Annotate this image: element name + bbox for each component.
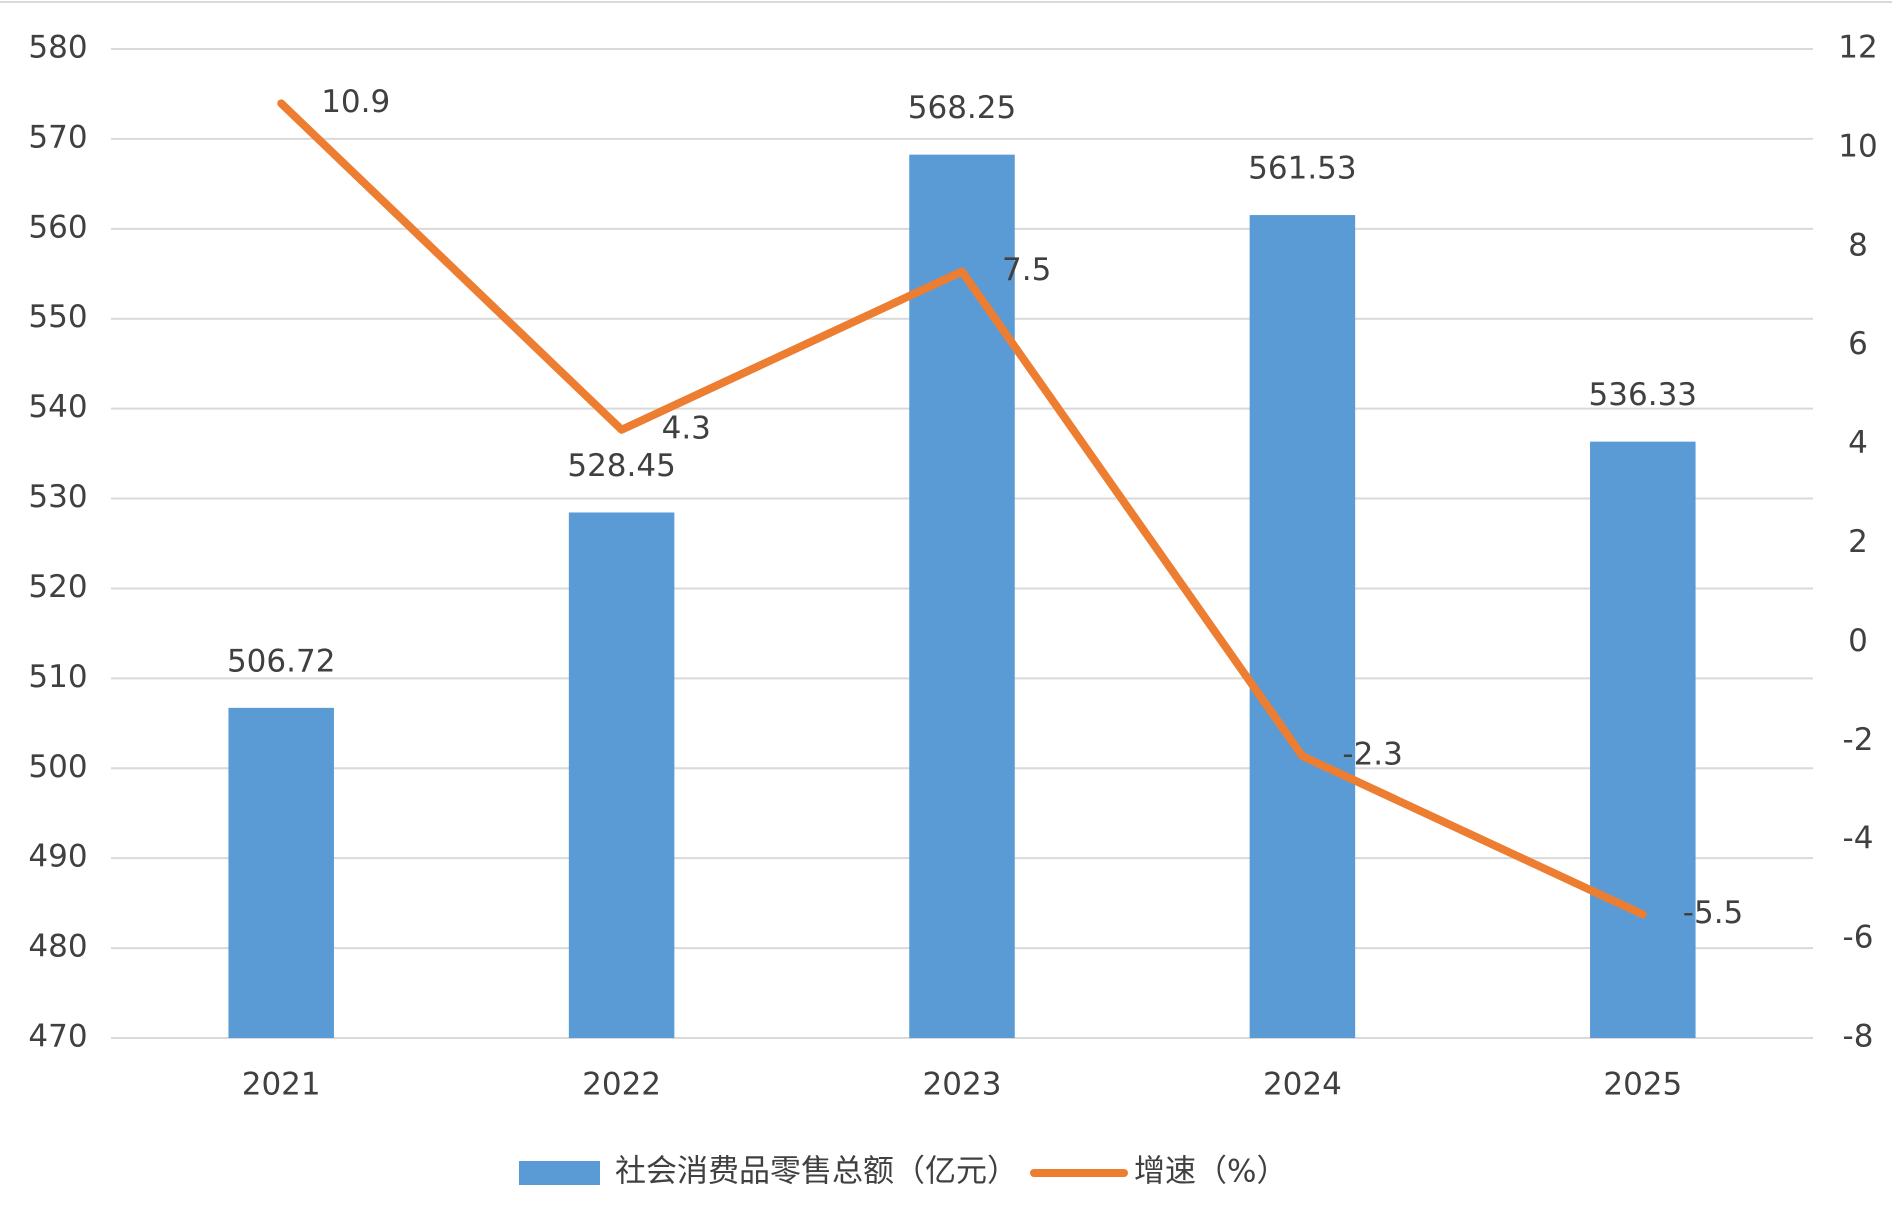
y-tick-label: 520 xyxy=(28,569,87,605)
y-tick-label: 580 xyxy=(28,30,87,66)
x-tick-label: 2025 xyxy=(1603,1067,1682,1103)
data-label: 536.33 xyxy=(1589,377,1697,413)
legend-label: 增速（%） xyxy=(1134,1154,1287,1190)
data-label: -5.5 xyxy=(1683,895,1744,931)
data-label: 568.25 xyxy=(908,90,1016,126)
y2-tick-label: 6 xyxy=(1848,326,1868,362)
y2-tick-label: 2 xyxy=(1848,524,1868,560)
y-tick-label: 500 xyxy=(28,749,87,785)
y-tick-label: 560 xyxy=(28,209,87,245)
bar xyxy=(228,707,334,1038)
y2-tick-label: 12 xyxy=(1838,30,1877,66)
bar xyxy=(909,154,1015,1038)
y2-tick-label: 4 xyxy=(1848,425,1868,461)
line xyxy=(277,99,1647,919)
x-tick-label: 2024 xyxy=(1263,1067,1342,1103)
data-label: 528.45 xyxy=(567,448,675,484)
data-label: 506.72 xyxy=(227,643,335,679)
y2-tick-label: -8 xyxy=(1843,1019,1874,1055)
y2-tick-label: 10 xyxy=(1838,128,1877,164)
y2-tick-label: -6 xyxy=(1843,920,1874,956)
y-tick-label: 470 xyxy=(28,1019,87,1055)
x-tick-label: 2021 xyxy=(242,1067,321,1103)
y2-tick-label: 8 xyxy=(1848,227,1868,263)
data-label: -2.3 xyxy=(1342,737,1403,773)
y-tick-label: 540 xyxy=(28,389,87,425)
bar xyxy=(1590,441,1696,1038)
data-label: 561.53 xyxy=(1248,151,1356,187)
x-tick-label: 2023 xyxy=(923,1067,1002,1103)
y-tick-label: 550 xyxy=(28,299,87,335)
y-tick-label: 530 xyxy=(28,479,87,515)
y-tick-label: 490 xyxy=(28,839,87,875)
y-tick-label: 510 xyxy=(28,659,87,695)
legend-swatch xyxy=(519,1161,600,1185)
legend-label: 社会消费品零售总额（亿元） xyxy=(615,1154,1018,1190)
bar xyxy=(568,512,675,1038)
y2-tick-label: -2 xyxy=(1843,722,1874,758)
data-label: 4.3 xyxy=(662,410,711,446)
y-tick-label: 570 xyxy=(28,119,87,155)
data-label: 7.5 xyxy=(1002,252,1051,288)
y2-tick-label: 0 xyxy=(1848,623,1868,659)
x-tick-label: 2022 xyxy=(582,1067,661,1103)
y2-tick-label: -4 xyxy=(1843,821,1874,857)
y-tick-label: 480 xyxy=(28,929,87,965)
data-label: 10.9 xyxy=(321,84,390,120)
bar xyxy=(1249,215,1356,1039)
